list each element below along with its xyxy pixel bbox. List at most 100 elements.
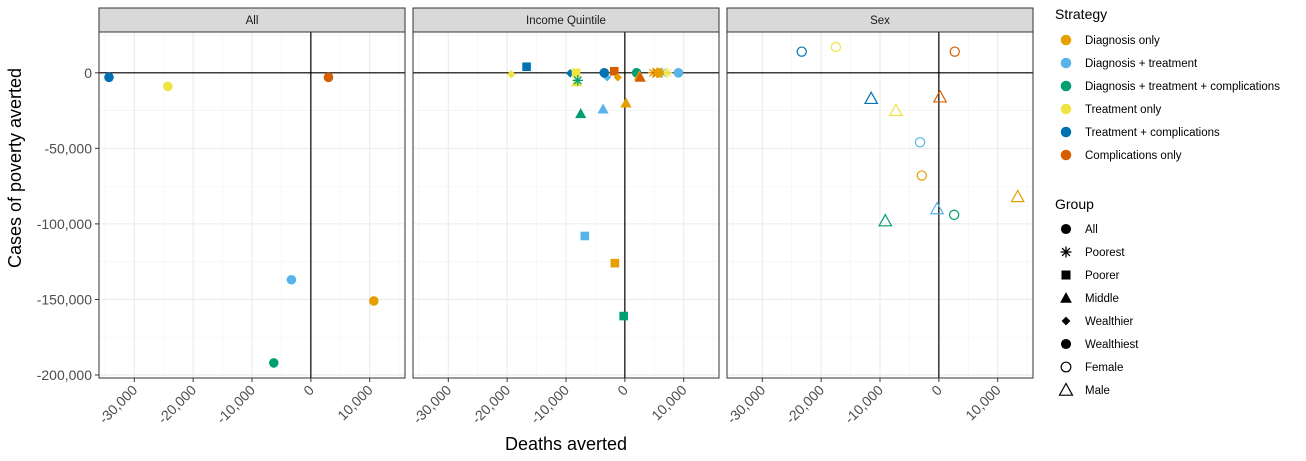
legend-key-all	[1060, 223, 1072, 235]
legend-label-male: Male	[1085, 385, 1110, 397]
data-point-comp-male	[932, 89, 948, 103]
legend-key-diagtx	[1060, 57, 1072, 69]
legend-key-tx	[1060, 103, 1072, 115]
panel-strip	[412, 7, 720, 33]
legend-label-wealthier: Wealthier	[1085, 316, 1134, 328]
legend-key-male	[1058, 382, 1074, 396]
x-tick-label: -20,000	[154, 382, 199, 427]
legend-key-diagtxcomp	[1060, 80, 1072, 92]
x-tick-label: -10,000	[527, 382, 572, 427]
x-tick-label: 0	[928, 382, 945, 399]
legend-key-wealthier	[1061, 316, 1071, 326]
legend-label-poorer: Poorer	[1085, 270, 1120, 282]
x-tick-label: -30,000	[724, 382, 769, 427]
legend-label-tx: Treatment only	[1085, 104, 1162, 116]
data-point-diag-poorer	[610, 258, 620, 268]
data-point-diagtx-poorer	[580, 231, 590, 241]
y-tick-label: -150,000	[37, 291, 92, 307]
y-tick-label: -100,000	[37, 216, 92, 232]
legend-key-comp	[1060, 149, 1072, 161]
data-point-tx-male	[888, 103, 904, 117]
legend-label-all: All	[1085, 224, 1098, 236]
data-point-diagtx-female	[914, 137, 926, 148]
legend-label-middle: Middle	[1085, 293, 1119, 305]
data-point-diag-wealthiest	[654, 67, 664, 78]
x-tick-label: 10,000	[962, 382, 1004, 424]
legend-label-comp: Complications only	[1085, 150, 1182, 162]
group-legend-title: Group	[1055, 196, 1094, 212]
legend-key-txcomp	[1060, 126, 1072, 138]
data-point-diagtx-male	[929, 201, 945, 215]
data-point-txcomp-male	[863, 91, 879, 105]
data-point-diagtx-wealthiest	[673, 67, 684, 78]
x-tick-label: -30,000	[410, 382, 455, 427]
legend-key-middle	[1060, 292, 1072, 303]
data-point-diag-female	[916, 170, 927, 181]
data-point-txcomp-wealthiest	[599, 67, 610, 78]
legend-label-diagtxcomp: Diagnosis + treatment + complications	[1085, 81, 1280, 93]
data-point-tx-wealthier	[507, 70, 516, 79]
data-point-tx-all	[163, 81, 173, 92]
legend-label-diag: Diagnosis only	[1085, 35, 1160, 47]
x-tick-label: -10,000	[841, 382, 886, 427]
legend-label-wealthiest: Wealthiest	[1085, 339, 1139, 351]
data-point-diagtxcomp-middle	[575, 107, 587, 119]
data-point-comp-all	[323, 72, 334, 83]
panel-title: Income Quintile	[526, 15, 606, 27]
y-tick-label: -200,000	[37, 367, 92, 383]
legend-key-female	[1060, 361, 1072, 373]
y-axis: 0 -50,000 -100,000 -150,000 -200,000	[37, 65, 99, 383]
data-point-txcomp-poorer	[522, 62, 531, 72]
data-point-diagtx-wealthier	[602, 73, 612, 82]
legend-key-poorer	[1061, 270, 1071, 280]
x-axis-label: Deaths averted	[505, 434, 627, 454]
panel-1: All -30,000 -20,000 -10,000 0 10,000	[96, 7, 406, 427]
data-point-txcomp-wealthier	[565, 69, 575, 78]
x-tick-label: -20,000	[468, 382, 513, 427]
data-point-diag-male	[1010, 189, 1025, 203]
legend-label-txcomp: Treatment + complications	[1085, 127, 1220, 139]
panel-2: Income Quintile -30,000 -20,000 -10,000 0 10,…	[410, 7, 720, 427]
panel-strip	[98, 7, 406, 33]
panel-points	[796, 41, 1025, 227]
data-point-tx-female	[830, 41, 842, 53]
data-point-txcomp-female	[796, 46, 807, 57]
panel-3: Sex -30,000 -20,000 -10,000 0 10,000	[724, 7, 1034, 427]
data-point-diag-wealthier	[613, 73, 622, 82]
y-tick-label: -50,000	[45, 140, 93, 156]
data-point-comp-poorer	[609, 66, 619, 76]
panel-title: Sex	[870, 15, 890, 27]
y-tick-label: 0	[84, 65, 92, 81]
x-tick-label: 0	[614, 382, 631, 399]
data-point-diagtxcomp-poorer	[619, 311, 628, 321]
data-point-tx-poorest	[662, 67, 673, 78]
data-point-diagtxcomp-poorest	[572, 75, 583, 86]
x-tick-label: 0	[300, 382, 317, 399]
legend-label-female: Female	[1085, 362, 1123, 374]
data-point-txcomp-all	[104, 72, 114, 83]
data-point-diagtx-middle	[597, 103, 609, 114]
data-point-diagtxcomp-male	[878, 213, 893, 227]
legend-label-diagtx: Diagnosis + treatment	[1085, 58, 1198, 70]
x-tick-label: -30,000	[96, 382, 141, 427]
data-point-comp-female	[949, 46, 960, 57]
legend: Strategy Diagnosis only Diagnosis + treatm…	[1055, 6, 1280, 397]
panel-strip	[726, 7, 1034, 33]
data-point-diag-all	[369, 296, 379, 306]
data-point-tx-poorer	[571, 68, 581, 78]
x-tick-label: -10,000	[213, 382, 258, 427]
strategy-legend-title: Strategy	[1055, 6, 1107, 22]
data-point-diagtx-all	[286, 274, 297, 285]
data-point-diagtxcomp-all	[268, 358, 279, 368]
y-axis-label: Cases of poverty averted	[5, 68, 25, 268]
x-tick-label: 10,000	[648, 382, 690, 424]
legend-key-poorest	[1060, 246, 1072, 258]
data-point-comp-middle	[634, 71, 646, 82]
legend-key-wealthiest	[1060, 338, 1072, 350]
x-tick-label: 10,000	[334, 382, 376, 424]
x-tick-label: -20,000	[782, 382, 827, 427]
legend-key-diag	[1060, 34, 1072, 46]
panel-title: All	[246, 15, 259, 27]
